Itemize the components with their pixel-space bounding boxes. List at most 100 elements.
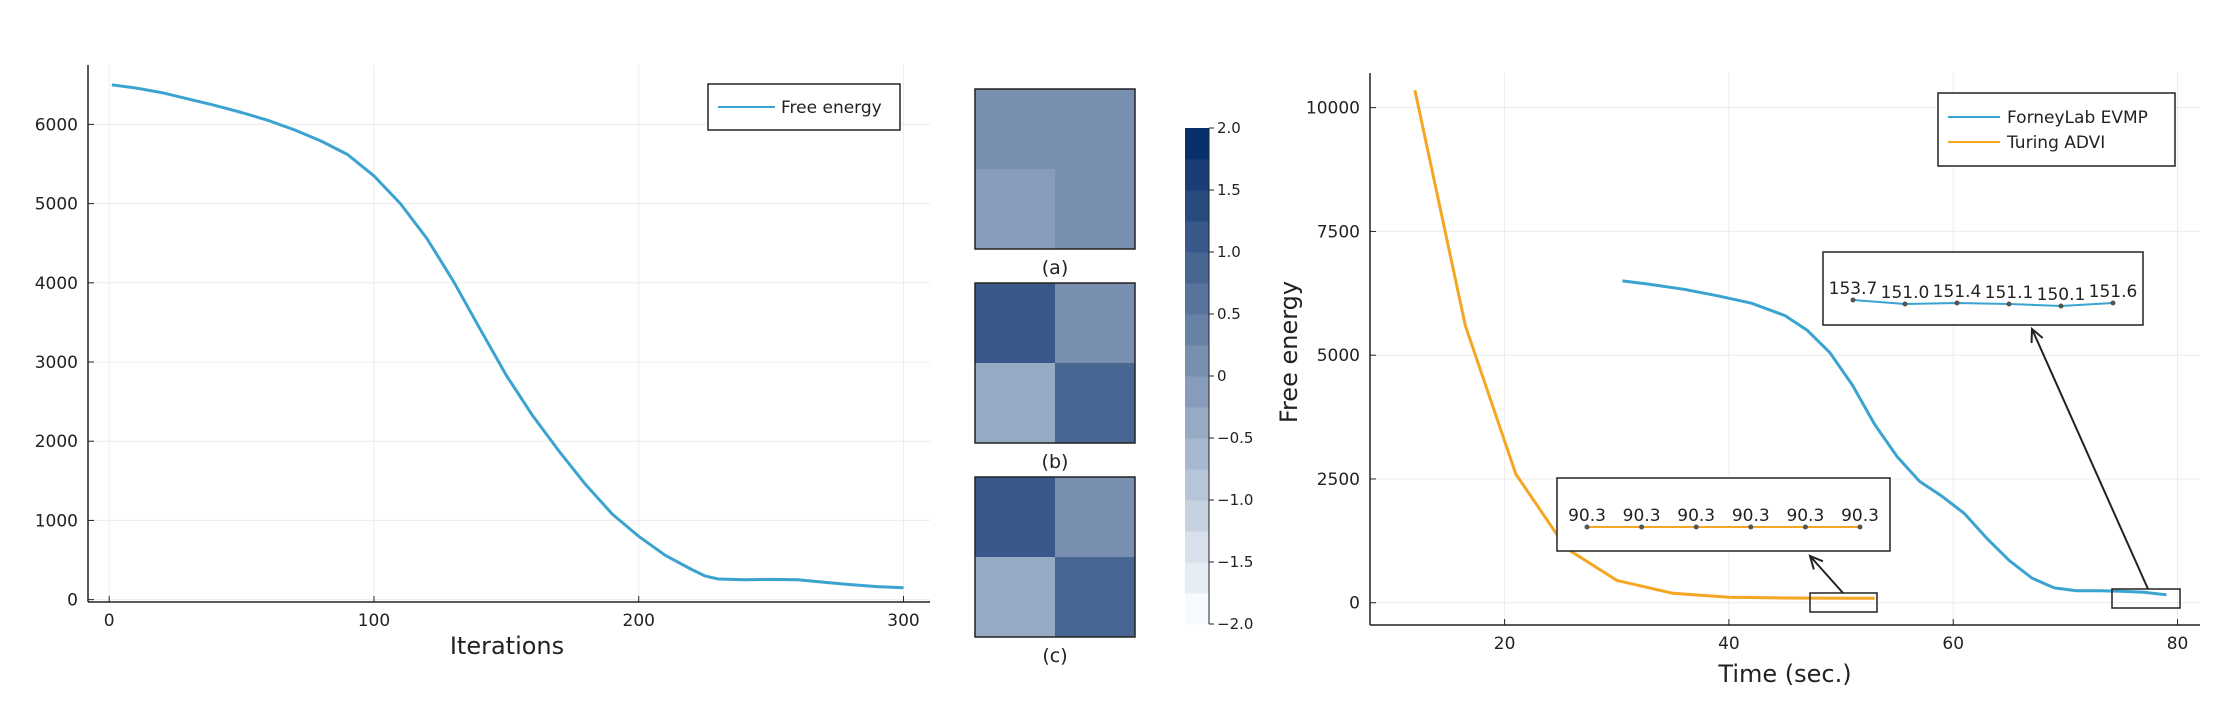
tick-label-x: 20 [1494,634,1516,654]
right-series [1413,89,2167,600]
colorbar-band [1185,438,1209,470]
tick-label-y: 1000 [35,511,78,531]
inset-point [1850,297,1856,303]
inset-value-label: 151.0 [1881,283,1930,303]
heatmap-cell [1055,283,1135,363]
colorbar-tick-label: −1.0 [1217,491,1253,509]
heatmap-cell [975,283,1055,363]
tick-label-x: 80 [2167,634,2189,654]
heatmap-cell [1055,477,1135,557]
heatmap-label-c: (c) [1042,645,1067,667]
colorbar-band [1185,190,1209,222]
inset-point [2006,301,2012,307]
inset-point [2110,300,2116,306]
colorbar-band [1185,562,1209,594]
inset-point [1639,524,1645,530]
right-axes [1369,73,2200,626]
inset-value-label: 90.3 [1623,506,1661,526]
inset-value-label: 90.3 [1841,506,1879,526]
legend-label-forneylab: ForneyLab EVMP [2007,108,2148,128]
heatmap-frame [974,88,1136,250]
inset-value-label: 151.4 [1933,282,1982,302]
colorbar-band [1185,345,1209,377]
heatmap-cell [975,169,1055,249]
colorbar-band [1185,531,1209,563]
tick-label-y: 2000 [35,432,78,452]
inset-point [1748,524,1754,530]
heatmap-cell [975,363,1055,443]
left-grid [88,65,930,602]
inset-point [1902,301,1908,307]
colorbar-band [1185,469,1209,501]
tick-label-y: 6000 [35,115,78,135]
heatmap-cell [1055,89,1135,169]
colorbar-band [1185,283,1209,315]
inset-box [1822,251,2144,326]
right-y-axis-label: Free energy [1275,281,1303,423]
colorbar-band [1185,221,1209,253]
heatmap-frame [974,282,1136,444]
inset-value-label: 153.7 [1829,279,1878,299]
legend-label-turing: Turing ADVI [2006,133,2105,153]
tick-label-y: 10000 [1306,99,1360,119]
heatmap-cell [975,557,1055,637]
colorbar-tick-label: 2.0 [1217,119,1241,137]
colorbar-tick-label: 0 [1217,367,1227,385]
colorbar-tick-label: −0.5 [1217,429,1253,447]
series-line-free-energy [111,83,904,590]
heatmap-cell [1055,557,1135,637]
tick-label-x: 60 [1942,634,1964,654]
inset-point [1802,524,1808,530]
inset-value-label: 90.3 [1786,506,1824,526]
heatmap-cell [1055,169,1135,249]
tick-label-y: 0 [67,591,78,611]
colorbar-band [1185,159,1209,191]
colorbar-tick-label: 0.5 [1217,305,1241,323]
inset-source-box [2111,588,2181,609]
inset-point [1954,300,1960,306]
colorbar-band [1185,593,1209,625]
right-legend: ForneyLab EVMP Turing ADVI [1937,92,2176,167]
colorbar-band [1185,128,1209,160]
tick-label-y: 3000 [35,353,78,373]
zoom-insets: 153.7 151.0 151.4 151.1 150.1 151.6 90.3 90.3 90… [1556,251,2181,613]
heatmap-panels: (a) (b) (c) −2.0 −1.5 −1.0 −0.5 0 0.5 1.0 1.5 2.… [974,88,1253,667]
colorbar: −2.0 −1.5 −1.0 −0.5 0 0.5 1.0 1.5 2.0 [1185,119,1253,633]
inset-value-label: 151.6 [2089,282,2138,302]
legend-label-free-energy: Free energy [781,98,882,118]
inset-line [1852,299,2114,308]
colorbar-band [1185,407,1209,439]
inset-arrow [1809,555,1844,594]
inset-value-label: 150.1 [2037,285,2086,305]
colorbar-band [1185,376,1209,408]
tick-label-y: 2500 [1317,470,1360,490]
heatmap-label-b: (b) [1042,451,1069,473]
inset-point [2058,303,2064,309]
inset-point [1584,524,1590,530]
tick-label-y: 0 [1349,594,1360,614]
tick-label-y: 5000 [35,195,78,215]
tick-label-y: 4000 [35,274,78,294]
heatmap-cell [975,89,1055,169]
right-legend-box [1937,92,2176,167]
tick-label-x: 200 [623,611,655,631]
tick-label-x: 100 [358,611,390,631]
colorbar-band [1185,500,1209,532]
inset-value-label: 90.3 [1732,506,1770,526]
colorbar-band [1185,314,1209,346]
inset-arrow [2031,328,2149,590]
inset-value-label: 90.3 [1568,506,1606,526]
colorbar-tick-label: −2.0 [1217,615,1253,633]
left-series [111,83,904,590]
heatmap-cell [975,477,1055,557]
colorbar-tick-label: 1.0 [1217,243,1241,261]
series-line-forneylab [1622,279,2167,597]
heatmap-frame [974,476,1136,638]
inset-value-label: 90.3 [1677,506,1715,526]
inset-point [1857,524,1863,530]
colorbar-tick-label: −1.5 [1217,553,1253,571]
free-energy-time-chart: 20 40 60 80 0 2500 5000 7500 10000 Time (sec.) F… [1275,73,2200,688]
inset-box [1556,477,1891,552]
